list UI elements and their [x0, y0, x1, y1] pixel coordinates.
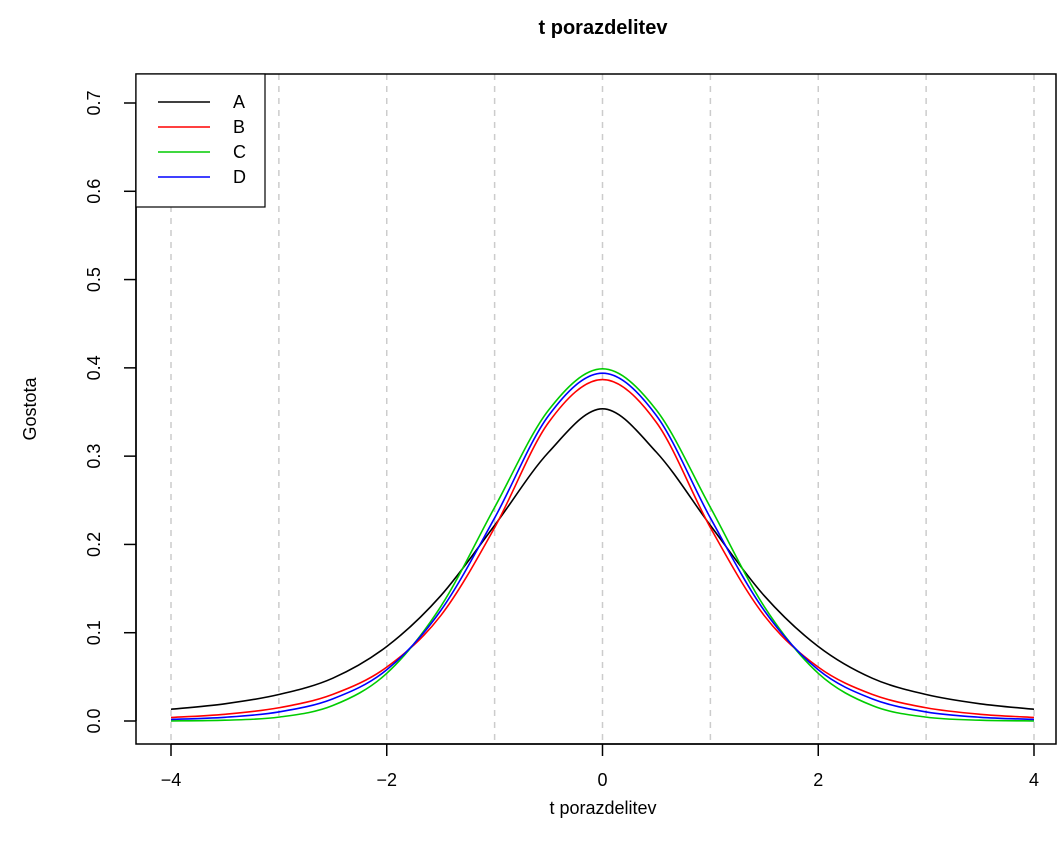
series-line-d — [170, 372, 1035, 721]
plot-area-frame — [135, 73, 1057, 745]
series-line-a — [170, 408, 1035, 711]
legend-label-b: B — [233, 117, 245, 137]
y-axis-label: Gostota — [20, 376, 40, 440]
legend-label-d: D — [233, 167, 246, 187]
y-tick-label: 0.3 — [84, 444, 104, 469]
y-tick-label: 0.0 — [84, 708, 104, 733]
legend-label-a: A — [233, 92, 245, 112]
x-tick-label: −2 — [376, 770, 397, 790]
x-tick-label: 2 — [813, 770, 823, 790]
series-line-c — [170, 368, 1035, 722]
y-tick-label: 0.2 — [84, 532, 104, 557]
x-axis-label: t porazdelitev — [549, 798, 656, 818]
plot-series — [170, 368, 1035, 722]
legend-box — [135, 73, 266, 208]
y-tick-label: 0.7 — [84, 90, 104, 115]
x-tick-label: 4 — [1029, 770, 1039, 790]
chart-title: t porazdelitev — [539, 17, 669, 39]
x-axis: −4 −2 0 2 4 — [161, 743, 1039, 790]
x-tick-label: 0 — [597, 770, 607, 790]
y-axis: 0.0 0.1 0.2 0.3 0.4 0.5 0.6 0.7 — [84, 90, 137, 734]
y-tick-label: 0.1 — [84, 620, 104, 645]
legend-label-c: C — [233, 142, 246, 162]
x-tick-label: −4 — [161, 770, 182, 790]
y-tick-label: 0.5 — [84, 267, 104, 292]
series-line-b — [170, 378, 1035, 719]
y-tick-label: 0.6 — [84, 179, 104, 204]
y-tick-label: 0.4 — [84, 355, 104, 380]
